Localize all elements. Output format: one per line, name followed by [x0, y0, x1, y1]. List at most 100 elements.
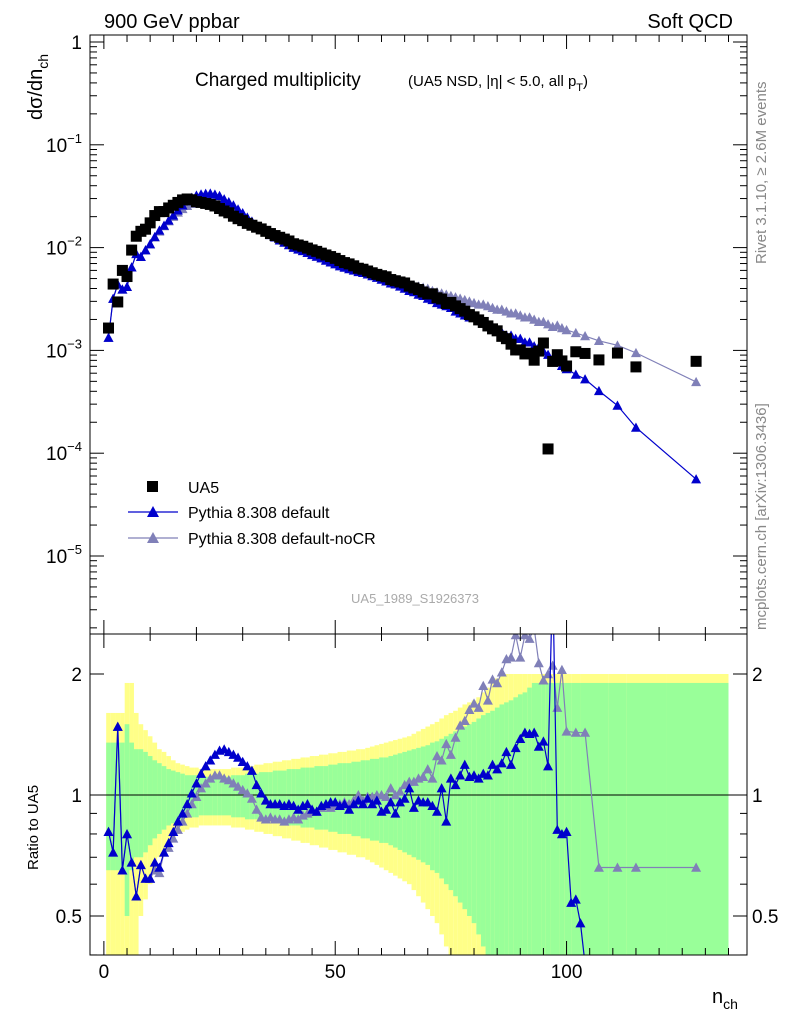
- ratio-marker-nocr: [427, 773, 438, 783]
- ratio-marker-nocr: [418, 771, 429, 782]
- marker-ua5: [593, 354, 605, 366]
- ratio-marker-nocr: [445, 749, 456, 759]
- ratio-marker-default: [496, 758, 507, 768]
- ratio-marker-default: [381, 804, 392, 814]
- ratio-marker-nocr: [168, 833, 179, 843]
- y-tick-label: 10−1: [46, 131, 82, 157]
- marker-ua5: [103, 322, 115, 334]
- ratio-marker-nocr: [510, 634, 521, 640]
- ratio-marker-default: [427, 800, 438, 811]
- marker-default: [159, 220, 170, 230]
- marker-default: [612, 400, 623, 410]
- legend: UA5 Pythia 8.308 default Pythia 8.308 de…: [128, 480, 376, 548]
- band-inner: [295, 769, 301, 826]
- ratio-series-group: [103, 634, 702, 955]
- band-inner: [337, 763, 343, 834]
- ratio-marker-nocr: [482, 695, 493, 705]
- ratio-tick-label-right: 1: [752, 786, 763, 807]
- ratio-y-ticks: 0.5 0.5 1 1 2 2: [56, 665, 778, 956]
- band-inner: [517, 694, 523, 955]
- ratio-marker-default: [371, 795, 382, 805]
- ratio-marker-default: [538, 736, 549, 746]
- ratio-marker-default: [394, 797, 405, 807]
- marker-ua5: [551, 349, 563, 361]
- ratio-marker-nocr: [422, 764, 433, 774]
- band-inner: [226, 776, 232, 816]
- marker-ua5: [116, 264, 128, 276]
- energy-label: 900 GeV ppbar: [104, 11, 240, 33]
- marker-ua5: [533, 345, 545, 357]
- band-inner: [198, 776, 204, 816]
- ratio-marker-default: [404, 783, 415, 793]
- band-inner: [522, 692, 528, 955]
- ratio-marker-default: [233, 752, 244, 762]
- ratio-marker-default: [145, 873, 156, 883]
- band-inner: [485, 712, 491, 955]
- marker-default: [223, 196, 234, 207]
- ratio-marker-default: [469, 770, 480, 780]
- band-inner: [300, 767, 306, 828]
- marker-default: [214, 190, 225, 201]
- y-axis-label: dσ/dnch: [25, 54, 51, 120]
- band-inner: [120, 742, 125, 871]
- band-inner: [282, 770, 287, 824]
- ratio-marker-default: [441, 816, 452, 826]
- marker-ua5: [547, 355, 559, 367]
- marker-default: [524, 337, 535, 347]
- ratio-marker-default: [510, 742, 521, 753]
- main-series: [103, 188, 702, 484]
- band-inner: [513, 697, 518, 955]
- band-inner: [133, 749, 139, 858]
- band-inner: [448, 733, 454, 891]
- band-inner: [443, 736, 449, 885]
- marker-ua5: [611, 347, 623, 359]
- band-inner: [545, 682, 551, 955]
- marker-nocr: [593, 335, 604, 346]
- legend-marker-nocr: [147, 532, 159, 543]
- band-inner: [626, 682, 667, 955]
- ratio-marker-default: [131, 891, 142, 901]
- band-inner: [608, 682, 627, 955]
- ratio-marker-nocr: [515, 652, 526, 662]
- legend-label-ua5: UA5: [188, 480, 219, 497]
- ratio-marker-default: [117, 865, 128, 875]
- band-inner: [379, 757, 384, 843]
- ratio-marker-default: [112, 721, 123, 731]
- ratio-marker-default: [455, 770, 466, 780]
- band-inner: [666, 682, 729, 955]
- ratio-marker-nocr: [450, 732, 461, 742]
- x-axis-label: nch: [712, 986, 738, 1012]
- marker-ua5: [630, 361, 642, 373]
- band-inner: [564, 682, 572, 955]
- ratio-marker-default: [570, 894, 581, 904]
- ratio-marker-nocr: [394, 786, 405, 796]
- ratio-marker-default: [242, 761, 253, 771]
- marker-default: [154, 225, 165, 235]
- ratio-marker-nocr: [561, 726, 572, 736]
- ratio-series: [103, 634, 702, 955]
- ratio-marker-default: [163, 837, 174, 848]
- band-inner: [175, 772, 181, 822]
- marker-ua5: [528, 354, 540, 366]
- band-inner: [240, 775, 245, 818]
- band-inner: [268, 772, 273, 822]
- band-inner: [161, 766, 167, 830]
- marker-nocr: [570, 327, 581, 338]
- ratio-marker-default: [191, 778, 202, 788]
- ratio-tick-label: 2: [71, 665, 82, 686]
- ratio-marker-default: [302, 798, 313, 809]
- marker-ua5: [126, 244, 138, 256]
- ratio-marker-default: [487, 759, 498, 769]
- band-inner: [471, 721, 477, 924]
- ratio-marker-default: [575, 918, 586, 928]
- band-inner: [467, 724, 472, 916]
- ratio-marker-nocr: [506, 652, 517, 662]
- marker-ua5: [561, 360, 573, 372]
- y-tick-label: 10−5: [46, 542, 82, 568]
- ratio-marker-default: [149, 857, 160, 867]
- band-inner: [504, 702, 509, 955]
- mcplots-credit: mcplots.cern.ch [arXiv:1306.3436]: [753, 403, 770, 630]
- ratio-marker-default: [362, 793, 373, 803]
- ratio-marker-nocr: [487, 674, 498, 684]
- marker-default: [135, 251, 146, 262]
